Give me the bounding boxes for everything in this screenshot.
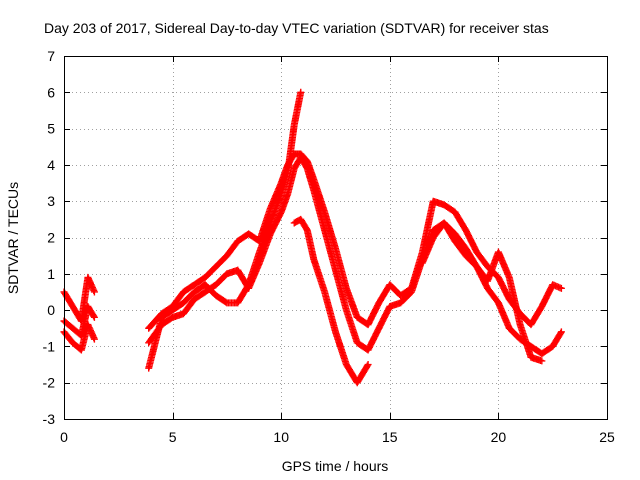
y-tick-label: 2 — [47, 230, 55, 246]
y-tick-label: 7 — [47, 48, 55, 64]
data-point — [557, 284, 565, 292]
y-tick-label: 4 — [47, 157, 55, 173]
y-tick-label: 6 — [47, 84, 55, 100]
y-tick-label: -2 — [43, 375, 56, 391]
data-point — [538, 357, 546, 365]
data-point — [557, 329, 565, 337]
x-tick-label: 5 — [169, 429, 177, 445]
data-point — [90, 335, 98, 343]
x-tick-label: 10 — [273, 429, 289, 445]
data-point — [364, 361, 372, 369]
data-point — [557, 328, 565, 336]
chart-title: Day 203 of 2017, Sidereal Day-to-day VTE… — [44, 20, 549, 36]
y-tick-label: -1 — [43, 338, 56, 354]
axis-ticks: 0 5 10 15 20 25 -3 -2 -1 0 1 2 3 4 5 6 7 — [43, 48, 615, 445]
data-point — [90, 288, 98, 296]
data-point — [363, 362, 371, 370]
data-point — [90, 313, 98, 321]
series-track-3 — [60, 88, 305, 372]
data-point — [90, 312, 98, 320]
data-points — [60, 88, 565, 387]
data-point — [297, 88, 305, 96]
y-tick-label: 3 — [47, 193, 55, 209]
y-axis-label: SDTVAR / TECUs — [5, 182, 21, 294]
y-tick-label: 5 — [47, 121, 55, 137]
x-axis-label: GPS time / hours — [282, 458, 389, 474]
y-tick-label: -3 — [43, 411, 56, 427]
series-track-4 — [290, 215, 546, 387]
y-tick-label: 0 — [47, 302, 55, 318]
x-tick-label: 0 — [60, 429, 68, 445]
x-tick-label: 25 — [599, 429, 615, 445]
x-tick-label: 20 — [491, 429, 507, 445]
y-tick-label: 1 — [47, 266, 55, 282]
x-tick-label: 15 — [382, 429, 398, 445]
